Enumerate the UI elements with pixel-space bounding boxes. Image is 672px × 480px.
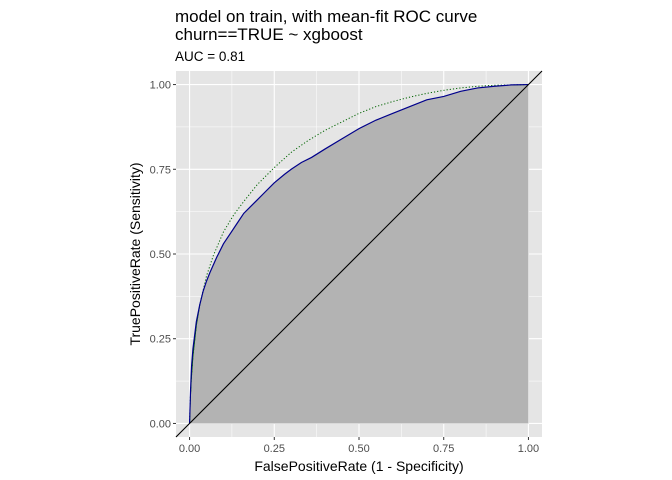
series-layer (175, 70, 543, 438)
y-tick-label: 0.50 (150, 249, 171, 261)
diagonal-line (175, 70, 543, 438)
y-tick-label: 0.75 (150, 164, 171, 176)
y-axis-title: TruePositiveRate (Sensitivity) (127, 162, 143, 345)
tick-layer: 0.00 0.25 0.50 0.75 1.00 0.00 0.25 0.50 0.75 1.00 (150, 80, 540, 455)
y-tick-label: 0.25 (150, 334, 171, 346)
mean-fit-line-dotted (189, 84, 529, 424)
x-tick-label: 0.50 (348, 443, 369, 455)
chart-title: model on train, with mean-fit ROC curve (175, 7, 477, 26)
x-tick-label: 1.00 (518, 443, 539, 455)
roc-line (188, 83, 529, 424)
y-tick-label: 1.00 (150, 80, 171, 92)
chart-title-line-2: churn==TRUE ~ xgboost (175, 25, 363, 44)
x-axis-title: FalsePositiveRate (1 - Specificity) (254, 458, 463, 474)
x-tick-label: 0.75 (433, 443, 454, 455)
x-tick-label: 0.25 (264, 443, 285, 455)
chart-subtitle: AUC = 0.81 (175, 49, 245, 64)
y-tick-label: 0.00 (150, 418, 171, 430)
x-tick-label: 0.00 (179, 443, 200, 455)
